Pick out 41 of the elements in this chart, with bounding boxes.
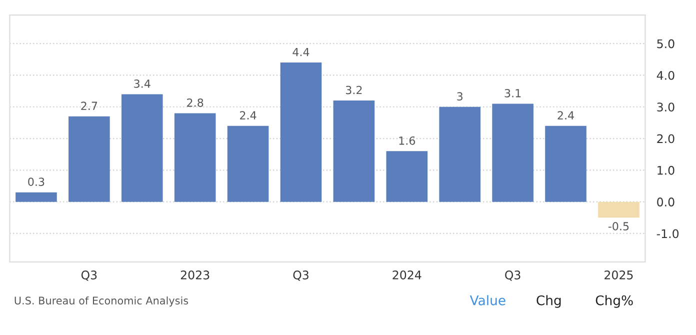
- y-tick-label: 5.0: [657, 39, 674, 48]
- x-tick-label: Q3: [81, 270, 97, 281]
- bar: [280, 62, 322, 202]
- y-tick-label: -1.0: [656, 229, 679, 238]
- data-label: 3.2: [346, 86, 362, 94]
- x-tick-label: 2025: [604, 270, 633, 280]
- bar: [333, 100, 375, 202]
- x-tick-label: 2024: [392, 270, 422, 280]
- data-label: 0.3: [28, 178, 44, 186]
- data-label: 3: [457, 92, 462, 101]
- y-tick-label: 4.0: [656, 70, 674, 80]
- bar: [545, 126, 586, 202]
- y-tick-label: 2.0: [657, 134, 674, 144]
- data-label: 4.4: [292, 48, 310, 56]
- text: U.S. Bureau of Economic Analysis: [14, 296, 188, 307]
- data-label: 3.4: [134, 79, 150, 88]
- data-label: 3.1: [504, 88, 521, 98]
- y-tick-label: 1.0: [658, 166, 674, 175]
- bar: [174, 113, 216, 202]
- bar: [68, 116, 110, 202]
- data-label: 2.4: [558, 111, 574, 120]
- data-label: 2.4: [240, 111, 256, 120]
- text: Chg: [536, 295, 561, 308]
- text: Value: [470, 295, 506, 306]
- data-label: -0.5: [608, 222, 629, 230]
- bar: [386, 151, 428, 202]
- y-tick-label: 0.0: [657, 198, 674, 206]
- x-tick-label: 2023: [180, 270, 210, 280]
- data-label: 2.8: [187, 98, 204, 107]
- bar: [227, 126, 269, 202]
- data-label: 1.6: [399, 136, 416, 145]
- bar: [598, 202, 640, 218]
- bar: [16, 192, 57, 202]
- data-label: 2.7: [81, 102, 98, 110]
- bar: [492, 104, 534, 202]
- bar: [439, 106, 481, 202]
- text: Chg%: [596, 295, 633, 308]
- bar: [121, 94, 163, 202]
- y-tick-label: 3.0: [657, 102, 674, 112]
- x-tick-label: Q3: [505, 270, 520, 281]
- x-tick-label: Q3: [293, 270, 308, 281]
